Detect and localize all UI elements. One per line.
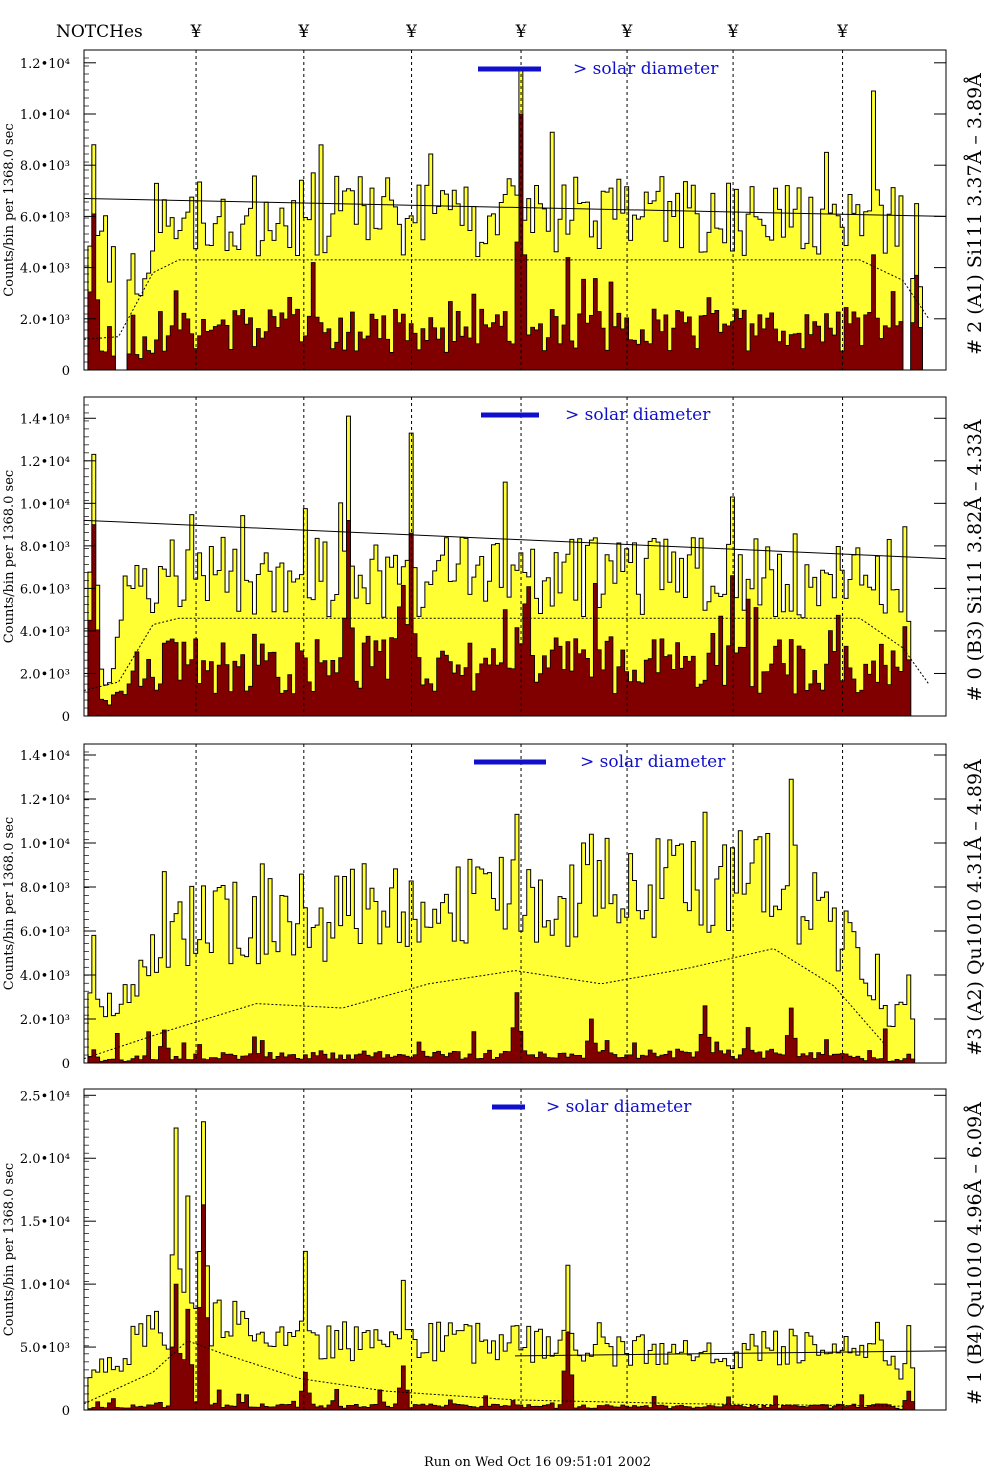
total-counts-histogram: [84, 778, 946, 1064]
panel-2: 0 2.0•10³ 4.0•10³ 6.0•10³ 8.0•10³ 1.0•10⁴ 1.2•…: [2, 396, 986, 725]
notch-symbol: ¥: [515, 22, 527, 42]
y-axis-label: Counts/bin per 1368.0 sec: [2, 123, 17, 296]
y-tick-label: 2.0•10⁴: [20, 1152, 70, 1167]
y-tick-label: 6.0•10³: [20, 210, 70, 225]
run-timestamp: Run on Wed Oct 16 09:51:01 2002: [424, 1455, 651, 1470]
y-tick-label: 5.0•10³: [20, 1341, 70, 1356]
y-tick-label: 0: [62, 1404, 70, 1419]
y-tick-label: 2.0•10³: [20, 313, 70, 328]
background-counts-histogram: [84, 113, 946, 371]
y-tick-label: 8.0•10³: [20, 159, 70, 174]
y-tick-label: 6.0•10³: [20, 582, 70, 597]
average-curve: [83, 617, 930, 691]
y-tick-label: 1.4•10⁴: [20, 749, 70, 764]
panel-detector-label: #3 (A2) Qu1010 4.31Å – 4.89Å: [964, 759, 986, 1056]
y-tick-label: 6.0•10³: [20, 925, 70, 940]
y-tick-label: 2.0•10³: [20, 1013, 70, 1028]
background-counts-histogram: [84, 1204, 946, 1411]
panel-1: 0 2.0•10³ 4.0•10³ 6.0•10³ 8.0•10³ 1.0•10⁴ 1.2•…: [2, 49, 986, 379]
y-axis-label: Counts/bin per 1368.0 sec: [2, 817, 17, 990]
fit-line: [83, 519, 947, 560]
y-tick-label: 4.0•10³: [20, 969, 70, 984]
y-tick-label: 4.0•10³: [20, 262, 70, 277]
background-counts-histogram: [84, 519, 946, 717]
y-tick-label: 8.0•10³: [20, 540, 70, 555]
fit-line: [83, 197, 947, 217]
histogram-panels: 0 2.0•10³ 4.0•10³ 6.0•10³ 8.0•10³ 1.0•10⁴ 1.2•…: [2, 49, 986, 1419]
y-tick-label: 1.2•10⁴: [20, 57, 70, 72]
average-curve: [83, 1340, 903, 1407]
y-tick-label: 8.0•10³: [20, 881, 70, 896]
y-tick-label: 1.0•10⁴: [20, 497, 70, 512]
notches-label: NOTCHes: [56, 22, 143, 42]
y-axis-label: Counts/bin per 1368.0 sec: [2, 1163, 17, 1336]
average-curve: [83, 948, 887, 1060]
y-tick-label: 1.4•10⁴: [20, 412, 70, 427]
notch-symbol: ¥: [297, 22, 309, 42]
notch-symbol: ¥: [621, 22, 633, 42]
notch-symbol: ¥: [405, 22, 417, 42]
panel-detector-label: # 1 (B4) Qu1010 4.96Å – 6.09Å: [964, 1102, 986, 1405]
y-tick-label: 1.5•10⁴: [20, 1215, 70, 1230]
notch-symbol: ¥: [727, 22, 739, 42]
y-tick-label: 1.0•10⁴: [20, 1278, 70, 1293]
solar-diameter-label: > solar diameter: [573, 59, 719, 79]
y-tick-label: 1.0•10⁴: [20, 837, 70, 852]
total-counts-histogram: [84, 1121, 946, 1411]
y-axis-label: Counts/bin per 1368.0 sec: [2, 470, 17, 643]
y-tick-label: 0: [62, 1057, 70, 1072]
y-tick-label: 0: [62, 364, 70, 379]
solar-diameter-label: > solar diameter: [546, 1097, 692, 1117]
y-tick-label: 2.0•10³: [20, 667, 70, 682]
panel-detector-label: # 0 (B3) Si111 3.82Å – 4.33Å: [964, 419, 986, 701]
solar-diameter-label: > solar diameter: [580, 752, 726, 772]
y-tick-label: 1.0•10⁴: [20, 108, 70, 123]
notch-symbol-row: ¥ ¥ ¥ ¥ ¥ ¥ ¥: [190, 22, 849, 42]
background-counts-histogram: [84, 992, 946, 1064]
panel-detector-label: # 2 (A1) Si111 3.37Å – 3.89Å: [964, 73, 986, 355]
solar-diameter-label: > solar diameter: [565, 405, 711, 425]
panel-3: 0 2.0•10³ 4.0•10³ 6.0•10³ 8.0•10³ 1.0•10⁴ 1.2•…: [2, 743, 986, 1072]
fit-line: [514, 1350, 947, 1357]
notch-symbol: ¥: [190, 22, 202, 42]
y-tick-label: 4.0•10³: [20, 625, 70, 640]
y-tick-label: 1.2•10⁴: [20, 455, 70, 470]
panel-4: 0 5.0•10³ 1.0•10⁴ 1.5•10⁴ 2.0•10⁴ 2.5•10⁴ Coun…: [2, 1088, 986, 1419]
y-tick-label: 1.2•10⁴: [20, 793, 70, 808]
average-curve: [83, 259, 930, 340]
notch-symbol: ¥: [836, 22, 848, 42]
total-counts-histogram: [84, 69, 946, 371]
y-tick-label: 2.5•10⁴: [20, 1089, 70, 1104]
y-tick-label: 0: [62, 710, 70, 725]
